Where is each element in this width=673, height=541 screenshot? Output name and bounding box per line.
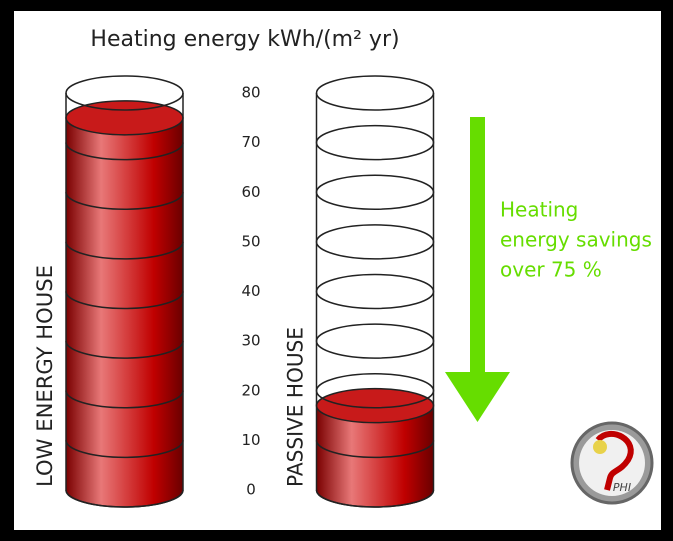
y-tick-label: 40	[241, 282, 260, 300]
cylinder-fill	[66, 118, 183, 507]
annotation: over 75 %	[500, 258, 602, 282]
y-tick-label: 10	[241, 431, 260, 449]
y-tick-label: 20	[241, 381, 260, 399]
y-tick-label: 50	[241, 232, 260, 250]
logo-text: PHI	[613, 481, 631, 494]
y-tick-label: 30	[241, 332, 260, 350]
y-tick-label: 80	[241, 84, 260, 102]
annotation: Heating	[500, 198, 578, 222]
y-tick-label: 70	[241, 133, 260, 151]
chart: Heating energy kWh/(m² yr) PHI 0 10 20 30 40…	[0, 0, 673, 541]
page: {"chart_data": {"type": "cylinder", "tit…	[0, 0, 673, 541]
logo: PHI	[572, 423, 652, 503]
y-tick-label: 60	[241, 183, 260, 201]
annotation: energy savings	[500, 228, 652, 252]
cylinder-fill-top	[317, 389, 434, 423]
y-tick-label: 0	[246, 481, 256, 499]
category-label: LOW ENERGY HOUSE	[33, 265, 57, 487]
category-label: PASSIVE HOUSE	[284, 327, 308, 487]
chart-title: Heating energy kWh/(m² yr)	[90, 27, 399, 52]
